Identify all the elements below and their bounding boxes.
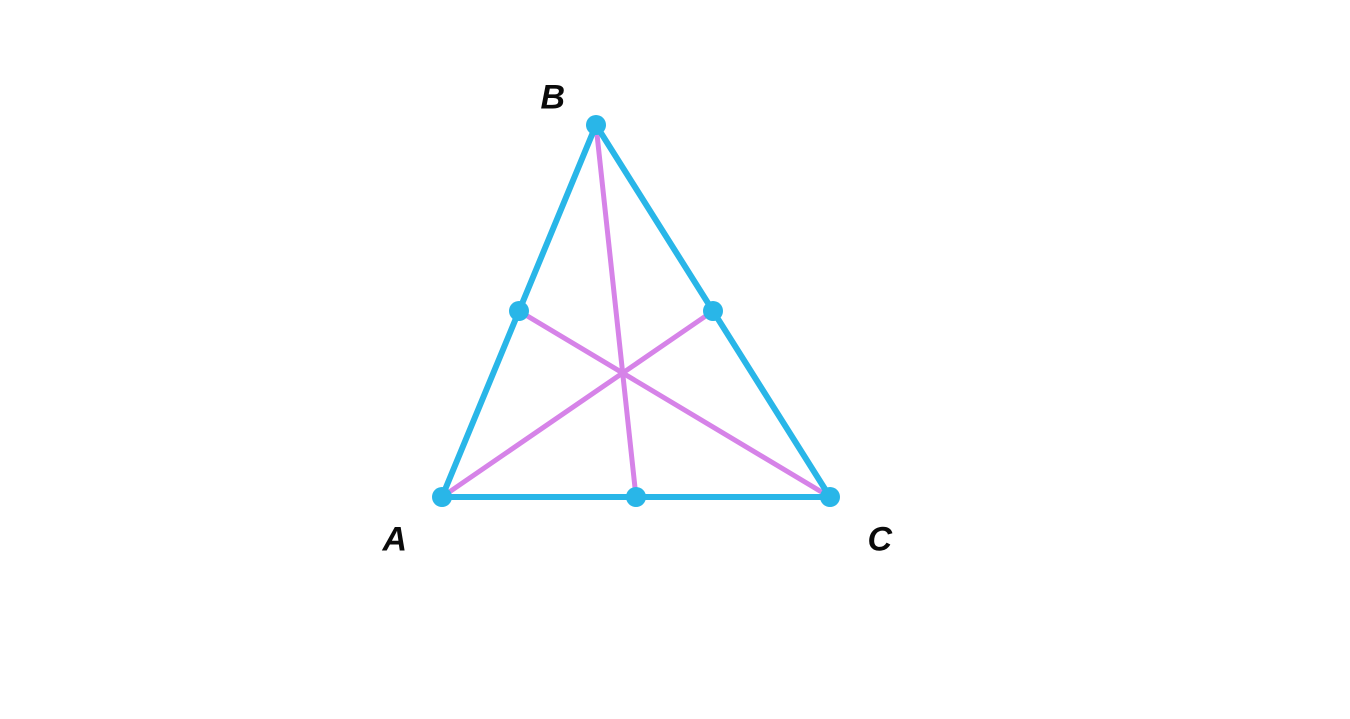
diagram-canvas: A B C xyxy=(0,0,1350,719)
vertex-point-c xyxy=(820,487,840,507)
midpoint-m_bc xyxy=(703,301,723,321)
vertex-label-b: B xyxy=(540,79,565,118)
vertex-label-c: C xyxy=(867,521,892,560)
vertex-label-a: A xyxy=(382,521,407,560)
vertex-point-a xyxy=(432,487,452,507)
vertex-point-b xyxy=(586,115,606,135)
midpoint-m_ac xyxy=(626,487,646,507)
triangle-svg xyxy=(0,0,1350,719)
midpoint-m_ab xyxy=(509,301,529,321)
